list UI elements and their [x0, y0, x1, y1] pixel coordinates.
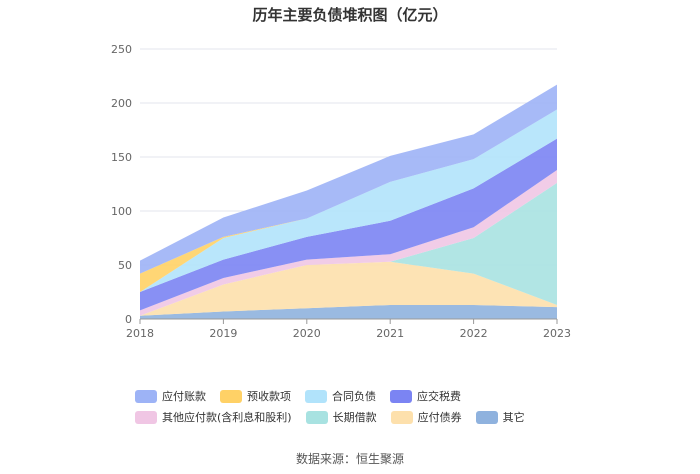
legend-label: 其他应付款(含利息和股利) — [162, 411, 292, 424]
legend-label: 预收款项 — [247, 390, 291, 403]
legend-item[interactable]: 应交税费 — [390, 388, 461, 404]
x-tick-label: 2018 — [126, 327, 154, 340]
x-tick-label: 2019 — [209, 327, 237, 340]
area-series-5 — [140, 109, 557, 292]
x-tick-label: 2022 — [460, 327, 488, 340]
y-tick-label: 200 — [111, 97, 132, 110]
legend-swatch — [305, 389, 327, 403]
legend-label: 合同负债 — [332, 390, 376, 403]
legend-label: 长期借款 — [332, 411, 377, 424]
area-series-2 — [140, 182, 557, 316]
legend-item[interactable]: 应付债券 — [390, 409, 462, 425]
legend-item[interactable]: 应付账款 — [135, 388, 206, 404]
axes: 0 50 100 150 200 250 2018 2019 2020 2021 2022 2023 — [111, 43, 571, 340]
legend-swatch — [390, 389, 412, 403]
legend-item[interactable]: 其它 — [475, 409, 525, 425]
y-tick-label: 150 — [111, 151, 132, 164]
area-layers — [140, 84, 557, 319]
y-tick-label: 50 — [118, 259, 132, 272]
legend-item[interactable]: 其他应付款(含利息和股利) — [135, 409, 292, 425]
x-tick-label: 2023 — [543, 327, 571, 340]
legend: 应付账款 预收款项 合同负债 应交税费其他应付款(含利息和股利) 长期借款 应付债券 其它 — [135, 388, 595, 425]
chart-title: 历年主要负债堆积图（亿元） — [252, 6, 448, 24]
y-tick-label: 0 — [125, 313, 132, 326]
area-series-3 — [140, 169, 557, 316]
data-source: 数据来源：恒生聚源 — [295, 452, 404, 466]
area-series-0 — [140, 304, 557, 319]
legend-item[interactable]: 合同负债 — [305, 388, 376, 404]
legend-label: 应付账款 — [162, 390, 206, 403]
legend-swatch — [220, 389, 242, 403]
area-series-7 — [140, 84, 557, 274]
y-tick-label: 250 — [111, 43, 132, 56]
y-tick-label: 100 — [111, 205, 132, 218]
legend-item[interactable]: 长期借款 — [305, 409, 377, 425]
legend-label: 应付债券 — [417, 411, 462, 424]
legend-label: 其它 — [502, 411, 525, 424]
area-series-1 — [140, 261, 557, 316]
legend-label: 应交税费 — [417, 390, 461, 403]
area-series-4 — [140, 138, 557, 311]
stacked-area-chart: 0 50 100 150 200 250 2018 2019 2020 2021 2022 2023 — [111, 43, 571, 340]
x-tick-label: 2020 — [293, 327, 321, 340]
legend-swatch — [475, 410, 498, 424]
legend-swatch — [305, 410, 328, 424]
legend-swatch — [390, 410, 413, 424]
legend-swatch — [135, 389, 157, 403]
legend-swatch — [135, 410, 157, 424]
legend-item[interactable]: 预收款项 — [220, 388, 291, 404]
x-tick-label: 2021 — [376, 327, 404, 340]
